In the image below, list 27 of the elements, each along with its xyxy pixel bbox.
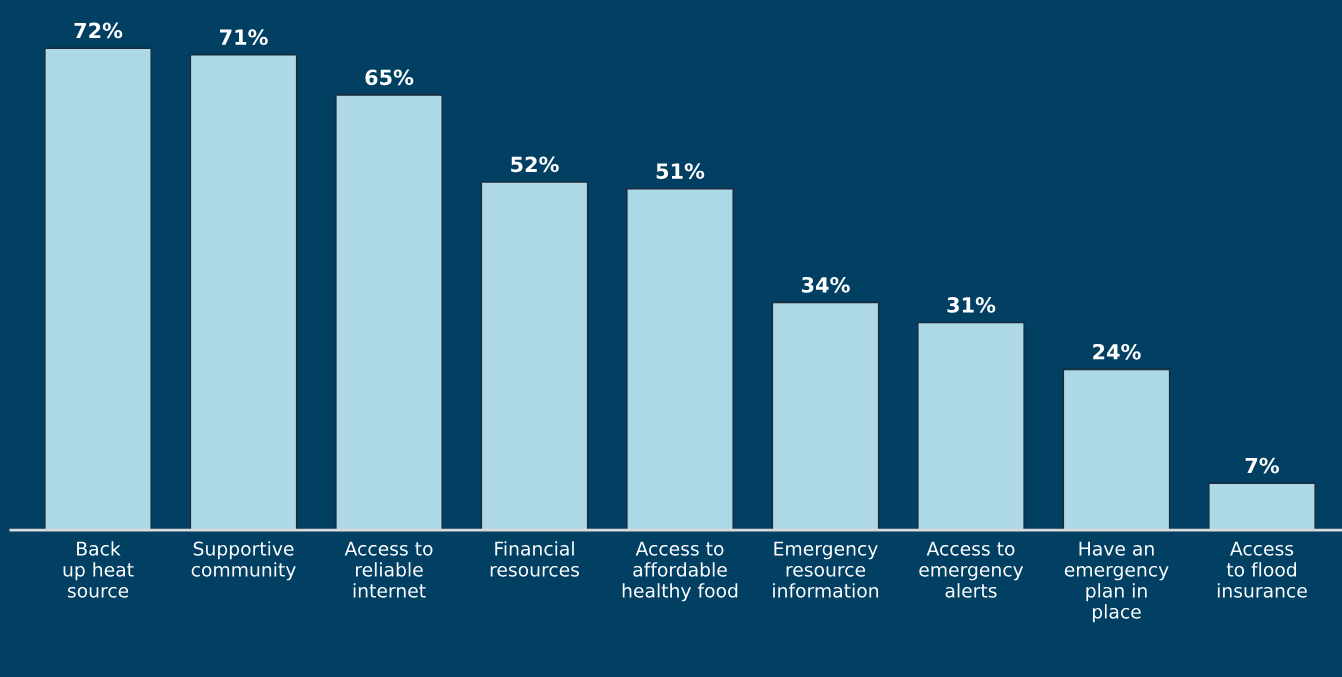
bar — [335, 94, 443, 531]
bar — [480, 181, 589, 531]
x-tick-label: Back up heat source — [63, 541, 134, 598]
data-label: 65% — [365, 69, 414, 86]
bar — [771, 301, 880, 531]
x-tick-label: Emergency resource information — [773, 541, 879, 598]
bar — [1208, 482, 1316, 531]
bar — [626, 188, 734, 531]
data-label: 34% — [801, 276, 850, 293]
data-label: 71% — [219, 29, 268, 46]
data-label: 24% — [1093, 343, 1141, 360]
bar — [917, 321, 1025, 531]
x-tick-label: Supportive community — [191, 541, 296, 581]
data-label: 52% — [511, 156, 559, 173]
data-label: 72% — [74, 22, 123, 39]
data-label: 51% — [656, 163, 705, 179]
data-label: 7% — [1245, 457, 1279, 474]
bar — [1062, 368, 1171, 531]
x-tick-label: Financial resources — [490, 541, 580, 577]
x-tick-label: Access to emergency alerts — [919, 541, 1024, 598]
x-tick-label: Access to reliable internet — [344, 541, 433, 598]
x-tick-label: Access to affordable healthy food — [622, 541, 738, 602]
x-tick-label: Access to flood insurance — [1217, 541, 1307, 598]
data-label: 31% — [947, 297, 996, 313]
x-tick-label: Have an emergency plan in place — [1064, 541, 1169, 623]
bar — [189, 54, 298, 531]
bar — [44, 47, 152, 531]
